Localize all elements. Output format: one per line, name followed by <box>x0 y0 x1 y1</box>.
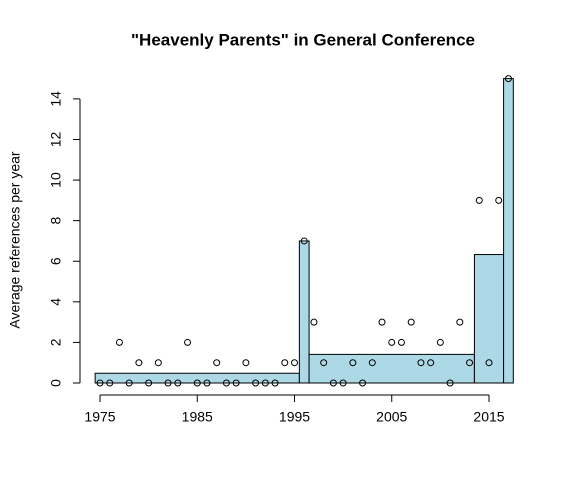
point <box>485 359 493 367</box>
point <box>135 359 143 367</box>
point <box>203 379 211 387</box>
point <box>378 318 386 326</box>
point <box>96 379 104 387</box>
y-tick-label: 12 <box>48 131 64 147</box>
y-tick-label: 4 <box>48 298 64 306</box>
point <box>115 338 123 346</box>
bar <box>308 353 475 384</box>
y-tick-label: 8 <box>48 217 64 225</box>
y-tick-label: 0 <box>48 379 64 387</box>
point <box>281 359 289 367</box>
x-tick-label: 1995 <box>279 409 310 425</box>
point <box>193 379 201 387</box>
x-tick-label: 1985 <box>182 409 213 425</box>
point <box>466 359 474 367</box>
point <box>475 196 483 204</box>
y-tick-label: 6 <box>48 257 64 265</box>
point <box>388 338 396 346</box>
point <box>232 379 240 387</box>
chart-title: "Heavenly Parents" in General Conference <box>131 30 475 49</box>
point <box>164 379 172 387</box>
point <box>125 379 133 387</box>
point <box>242 359 250 367</box>
point <box>145 379 153 387</box>
point <box>456 318 464 326</box>
point <box>252 379 260 387</box>
point <box>436 338 444 346</box>
point <box>427 359 435 367</box>
point <box>368 359 376 367</box>
bar <box>473 254 505 384</box>
point <box>213 359 221 367</box>
point <box>359 379 367 387</box>
point <box>154 359 162 367</box>
point <box>106 379 114 387</box>
point <box>184 338 192 346</box>
point <box>329 379 337 387</box>
point <box>310 318 318 326</box>
y-axis-label: Average references per year <box>7 151 23 329</box>
point <box>504 75 512 83</box>
point <box>291 359 298 367</box>
point <box>320 359 328 367</box>
point <box>446 379 454 387</box>
point <box>300 237 308 245</box>
point <box>495 196 503 204</box>
x-tick-label: 2015 <box>473 409 504 425</box>
point <box>339 379 347 387</box>
bar <box>503 78 514 384</box>
point <box>407 318 415 326</box>
point <box>261 379 269 387</box>
x-tick-label: 2005 <box>376 409 407 425</box>
point <box>349 359 357 367</box>
x-tick-label: 1975 <box>84 409 115 425</box>
point <box>222 379 230 387</box>
point <box>397 338 405 346</box>
point <box>174 379 182 387</box>
y-tick-label: 14 <box>48 91 64 107</box>
y-tick-label: 10 <box>48 172 64 188</box>
y-tick-label: 2 <box>48 338 64 346</box>
point <box>417 359 425 367</box>
point <box>271 379 279 387</box>
bar <box>94 372 300 384</box>
bar <box>298 240 310 384</box>
